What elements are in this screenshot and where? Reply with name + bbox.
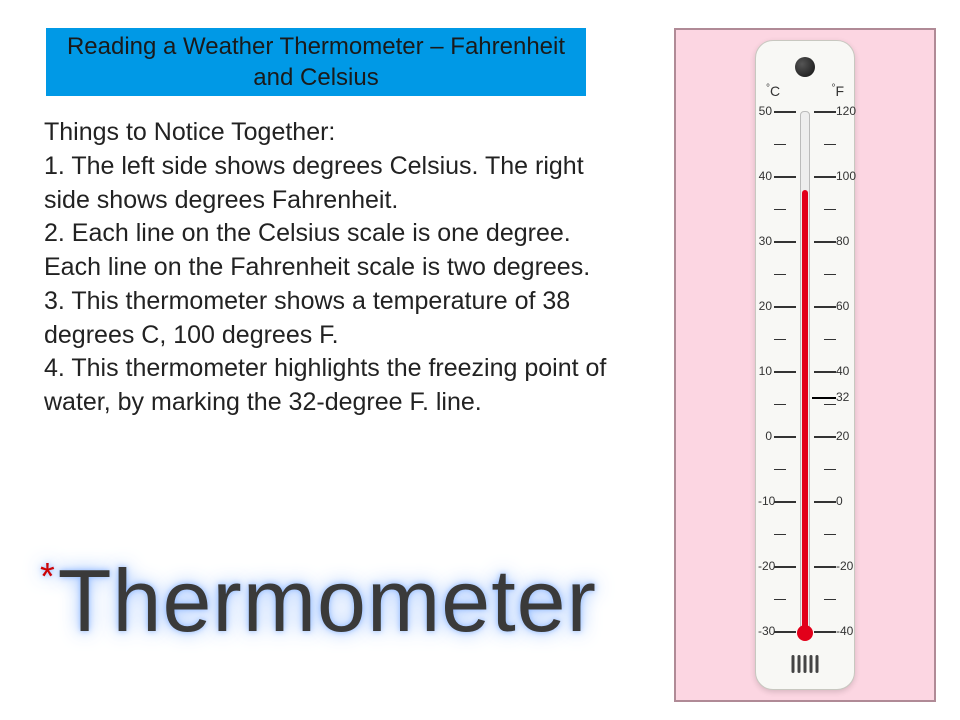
f-tick	[814, 306, 836, 308]
screw-icon	[795, 57, 815, 77]
f-tick	[814, 111, 836, 113]
thermometer-bulb	[797, 625, 813, 641]
f-label: 0	[836, 494, 854, 508]
c-label: -20	[758, 559, 772, 573]
asterisk-icon: *	[40, 556, 56, 598]
body-item-2: 2. Each line on the Celsius scale is one…	[44, 217, 634, 285]
c-tick	[774, 209, 786, 210]
c-tick	[774, 144, 786, 145]
c-tick	[774, 306, 796, 308]
vent-icon	[792, 655, 819, 673]
c-tick	[774, 176, 796, 178]
f-label: -20	[836, 559, 854, 573]
c-tick	[774, 631, 796, 633]
c-tick	[774, 274, 786, 275]
f-tick	[824, 534, 836, 535]
f-tick	[814, 371, 836, 373]
fahrenheit-unit-label: °F	[831, 83, 844, 99]
body-intro: Things to Notice Together:	[44, 116, 634, 150]
f-label: 40	[836, 364, 854, 378]
slide: Reading a Weather Thermometer – Fahrenhe…	[0, 0, 960, 720]
c-tick	[774, 436, 796, 438]
c-tick	[774, 469, 786, 470]
f-tick	[814, 631, 836, 633]
c-tick	[774, 566, 796, 568]
c-tick	[774, 339, 786, 340]
f-tick	[824, 599, 836, 600]
freezing-point-mark	[812, 397, 836, 399]
f-label: -40	[836, 624, 854, 638]
f-tick	[824, 469, 836, 470]
c-label: -30	[758, 624, 772, 638]
c-tick	[774, 404, 786, 405]
title-text: Reading a Weather Thermometer – Fahrenhe…	[46, 31, 586, 93]
c-tick	[774, 371, 796, 373]
f-label: 20	[836, 429, 854, 443]
title-bar: Reading a Weather Thermometer – Fahrenhe…	[46, 28, 586, 96]
celsius-unit-label: °C	[766, 83, 780, 99]
c-label: 0	[758, 429, 772, 443]
f-tick	[824, 404, 836, 405]
heading-word: Thermometer	[58, 551, 597, 650]
body-text: Things to Notice Together: 1. The left s…	[44, 116, 634, 420]
c-label: 50	[758, 104, 772, 118]
f-tick	[814, 176, 836, 178]
f-tick	[814, 501, 836, 503]
c-tick	[774, 599, 786, 600]
thermometer-body: °C °F -30 -20 -10 0 10 20 30 40 50 -40 -20 0 20 40 60 8…	[755, 40, 855, 690]
f-tick	[824, 339, 836, 340]
f-label: 120	[836, 104, 854, 118]
c-tick	[774, 501, 796, 503]
body-item-1: 1. The left side shows degrees Celsius. …	[44, 150, 634, 218]
thermometer-panel: °C °F -30 -20 -10 0 10 20 30 40 50 -40 -20 0 20 40 60 8…	[674, 28, 936, 702]
f-tick	[814, 436, 836, 438]
c-label: 30	[758, 234, 772, 248]
f-label: 60	[836, 299, 854, 313]
body-item-3: 3. This thermometer shows a temperature …	[44, 285, 634, 353]
main-heading: *Thermometer	[40, 550, 597, 652]
f-tick	[824, 144, 836, 145]
scale-ticks: -30-20-1001020304050-40-2002040608010012…	[756, 111, 854, 631]
f-tick	[824, 209, 836, 210]
c-tick	[774, 111, 796, 113]
c-label: 10	[758, 364, 772, 378]
c-label: 40	[758, 169, 772, 183]
c-label: -10	[758, 494, 772, 508]
c-tick	[774, 534, 786, 535]
f-tick	[814, 241, 836, 243]
f-label: 80	[836, 234, 854, 248]
f-label: 100	[836, 169, 854, 183]
c-label: 20	[758, 299, 772, 313]
f-tick	[824, 274, 836, 275]
f-tick	[814, 566, 836, 568]
c-tick	[774, 241, 796, 243]
freezing-point-label: 32	[836, 390, 854, 404]
body-item-4: 4. This thermometer highlights the freez…	[44, 352, 634, 420]
